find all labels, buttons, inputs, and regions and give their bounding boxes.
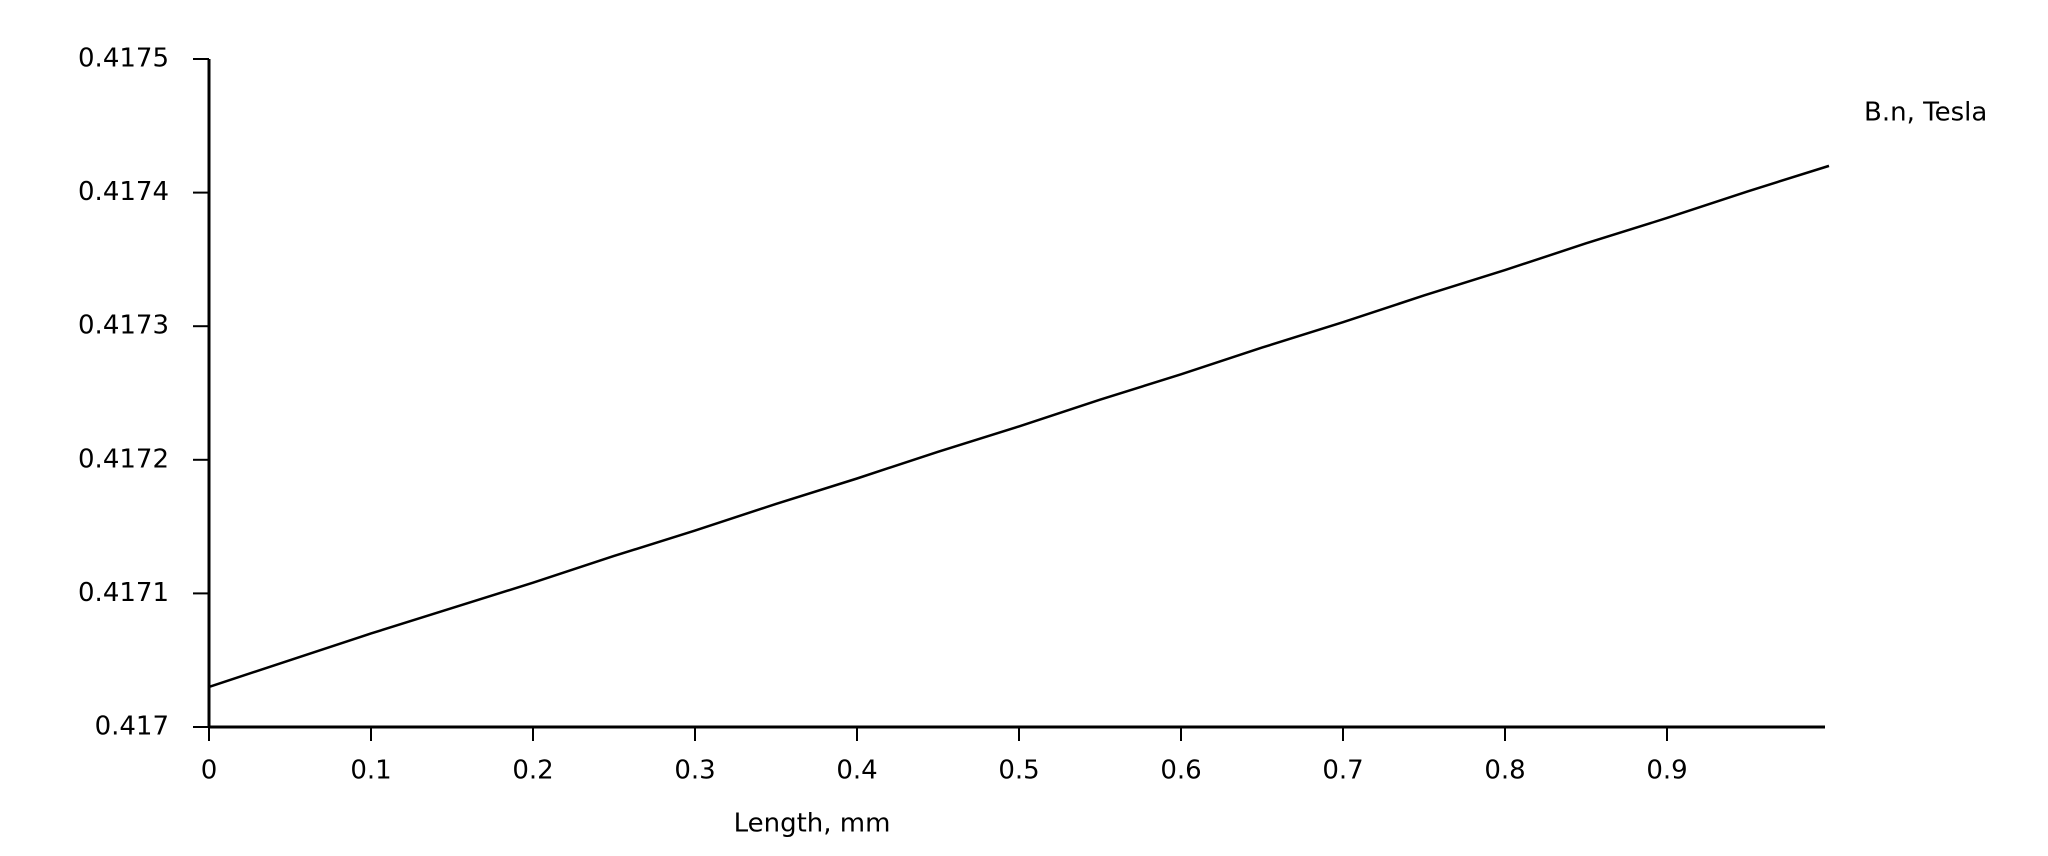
y-tick-label: 0.4175 [78, 44, 169, 74]
data-line [208, 164, 1830, 689]
y-tick-label: 0.417 [95, 712, 169, 742]
y-tick-label: 0.4174 [78, 177, 169, 207]
x-tick-label: 0.1 [350, 756, 391, 786]
x-axis-label: Length, mm [734, 809, 891, 839]
y-tick-label: 0.4171 [78, 578, 169, 608]
x-tick-label: 0.2 [512, 756, 553, 786]
x-tick-label: 0.4 [836, 756, 877, 786]
y-tick-label: 0.4173 [78, 311, 169, 341]
x-tick-label: 0.3 [674, 756, 715, 786]
legend-label: B.n, Tesla [1864, 98, 1987, 128]
x-tick-label: 0.8 [1484, 756, 1525, 786]
x-tick-label: 0.9 [1646, 756, 1687, 786]
x-tick-label: 0.5 [998, 756, 1039, 786]
x-tick-label: 0.7 [1322, 756, 1363, 786]
x-tick-label: 0.6 [1160, 756, 1201, 786]
x-tick-label: 0 [201, 756, 218, 786]
y-tick-label: 0.4172 [78, 444, 169, 474]
